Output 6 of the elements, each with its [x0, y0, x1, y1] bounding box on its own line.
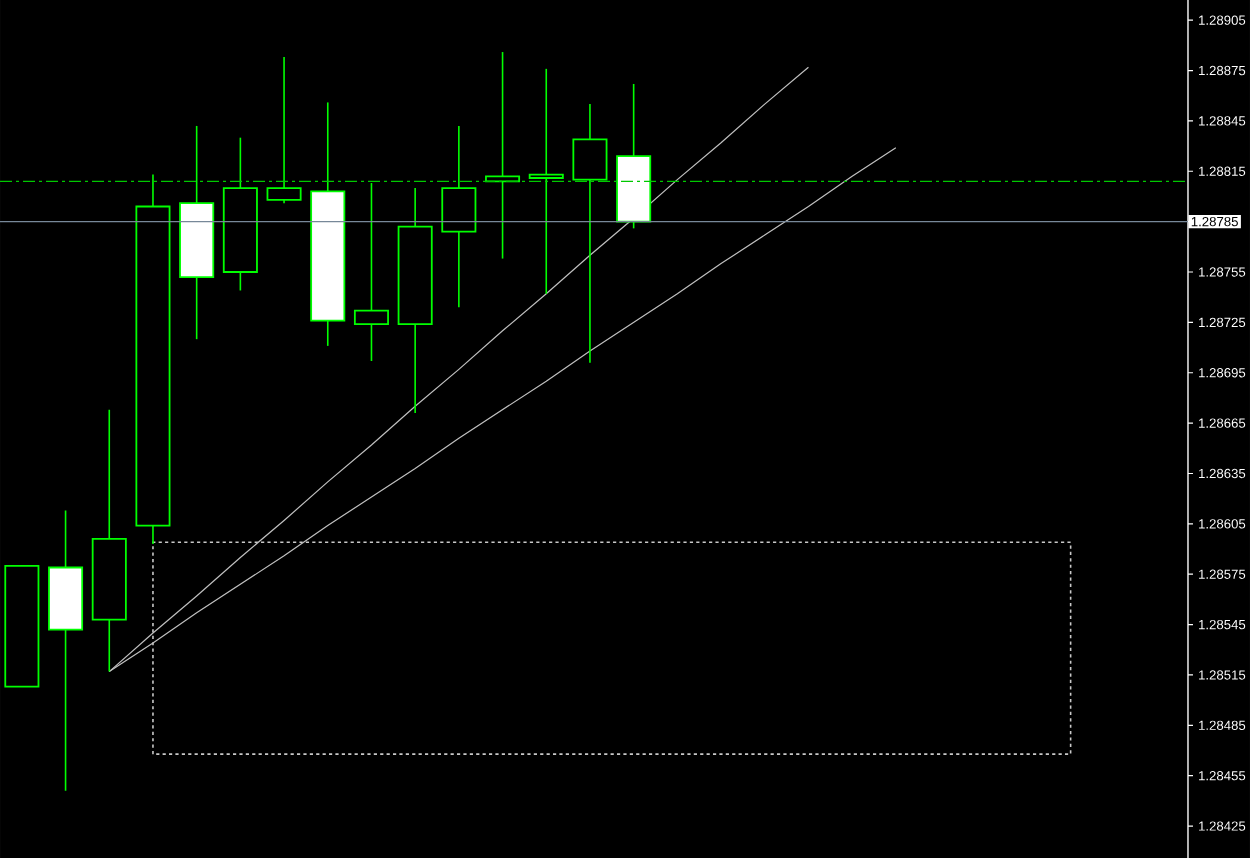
candlestick — [353, 182, 389, 362]
candlestick — [485, 51, 521, 260]
candlestick — [528, 68, 564, 295]
candlestick — [266, 56, 302, 204]
candlestick — [572, 103, 608, 364]
candlestick — [441, 125, 477, 309]
